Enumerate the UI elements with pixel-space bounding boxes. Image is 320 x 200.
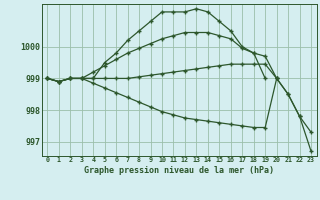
X-axis label: Graphe pression niveau de la mer (hPa): Graphe pression niveau de la mer (hPa) (84, 166, 274, 175)
